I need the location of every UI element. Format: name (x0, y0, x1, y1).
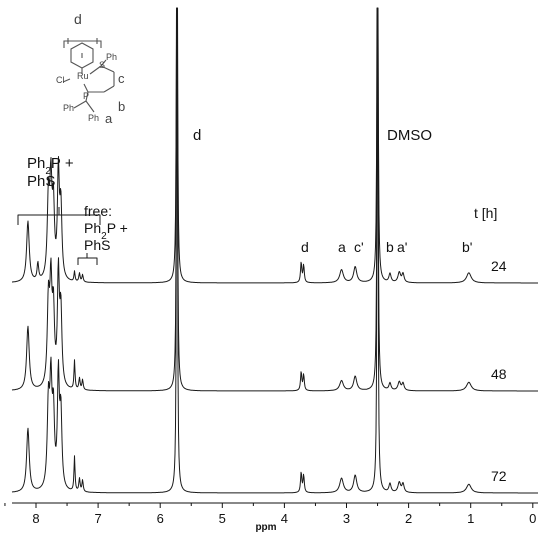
annotation-d-peak: d (301, 239, 309, 255)
annotation-free-ph: Ph (84, 220, 101, 236)
x-tick-label: 3 (343, 511, 350, 526)
time-labels: 24 48 72 (491, 258, 507, 484)
x-tick-label: 7 (94, 511, 101, 526)
spectra-traces (11, 7, 538, 494)
spectrum-trace-72h (11, 7, 538, 494)
x-axis-label: ppm (255, 522, 276, 533)
structure-a: a (105, 111, 113, 126)
annotation-free-line3: PhS (84, 237, 110, 253)
x-tick-label: 5 (219, 511, 226, 526)
annotation-ph2p-plus: P + (51, 155, 74, 172)
annotation-b-prime: b' (462, 239, 472, 255)
structure-bonds (62, 59, 115, 113)
annotation-ph2p-sub: 2 (45, 166, 51, 177)
x-tick-label: 6 (157, 511, 164, 526)
spectrum-trace-48h (11, 7, 538, 392)
bracket-ph2p-phs (17, 207, 101, 225)
annotation-free-line2: Ph2P + (84, 220, 128, 242)
structure-c: c (118, 71, 125, 86)
time-label-72: 72 (491, 468, 507, 484)
structure-b: b (118, 99, 125, 114)
structure-ph-p2: Ph (88, 113, 99, 123)
annotation-c-prime: c' (354, 239, 364, 255)
structure-cl: Cl (56, 75, 65, 85)
annotation-ph2p-phs: Ph2P + (27, 155, 74, 177)
annotation-d-top: d (193, 127, 201, 144)
time-header: t [h] (474, 205, 497, 221)
structure-ph-s: Ph (106, 52, 117, 62)
annotation-a-prime: a' (397, 239, 407, 255)
chemical-structure: d Cl Ru S Ph c P Ph Ph a b (56, 11, 125, 126)
structure-ru: Ru (77, 71, 89, 81)
x-tick-label: 2 (405, 511, 412, 526)
annotation-free-sub: 2 (101, 231, 107, 242)
structure-d-bracket (63, 38, 102, 48)
x-tick-label: 0 (529, 511, 536, 526)
x-tick-label: 4 (281, 511, 288, 526)
structure-label-d: d (74, 11, 82, 27)
structure-arene-ring (70, 42, 94, 69)
annotation-free-line1: free: (84, 203, 112, 219)
time-label-48: 48 (491, 366, 507, 382)
spectrum-trace-24h (12, 7, 538, 284)
annotation-free-plus: P + (107, 220, 128, 236)
annotation-ph2p-ph: Ph (27, 155, 45, 172)
structure-p: P (83, 91, 89, 101)
x-axis-ticks: 8 7 6 5 4 3 2 1 0 (4, 503, 536, 526)
annotation-ph2p-phs-line2: PhS (27, 173, 55, 190)
structure-s: S (99, 60, 105, 70)
annotation-a-peak: a (338, 239, 346, 255)
bracket-free (77, 253, 98, 265)
time-label-24: 24 (491, 258, 507, 274)
annotation-dmso: DMSO (387, 127, 432, 144)
x-tick-label: 8 (32, 511, 39, 526)
structure-ph-p1: Ph (63, 103, 74, 113)
annotation-b-peak: b (386, 239, 394, 255)
x-tick-label: 1 (467, 511, 474, 526)
